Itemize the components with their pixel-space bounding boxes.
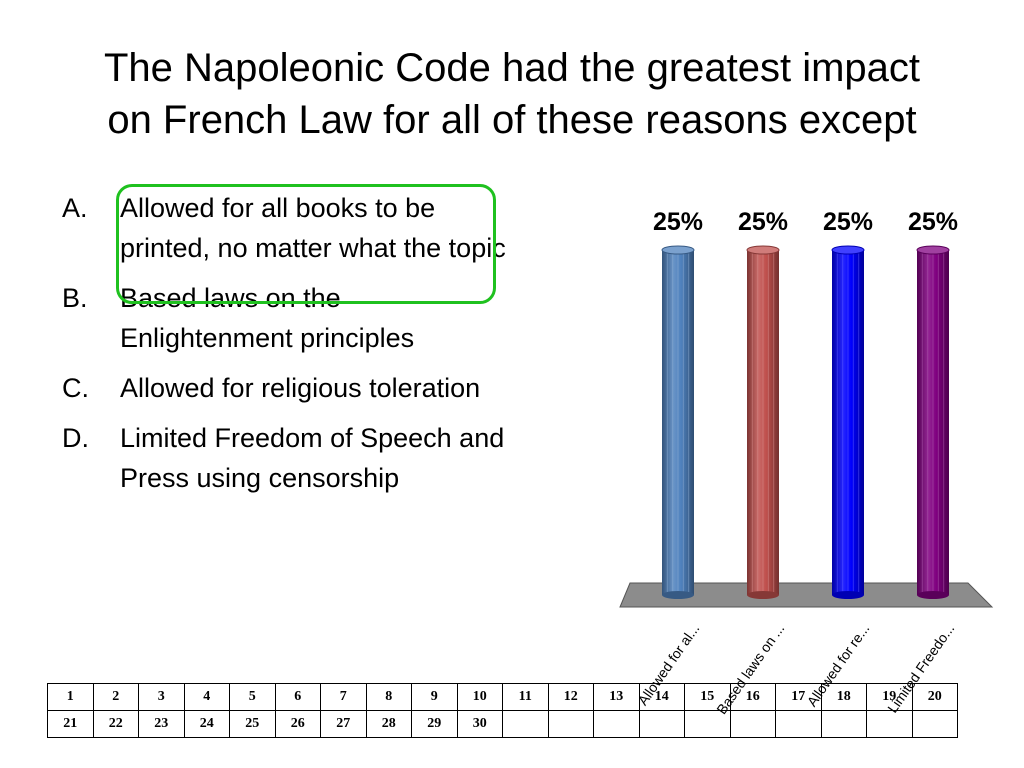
- grid-cell: 9: [411, 683, 458, 711]
- grid-cell: 4: [183, 683, 230, 711]
- grid-cell: 10: [456, 683, 503, 711]
- bar-top: [831, 245, 865, 255]
- grid-cell: 26: [274, 710, 321, 738]
- grid-cell: [684, 710, 731, 738]
- grid-cell: 21: [47, 710, 94, 738]
- grid-cell: 18: [820, 683, 867, 711]
- answer-a[interactable]: A. Allowed for all books to be printed, …: [62, 188, 512, 268]
- grid-cell: [911, 710, 958, 738]
- grid-cell: 11: [502, 683, 549, 711]
- grid-row-1: 1 2 3 4 5 6 7 8 9 10 11 12 13 14 15 16 17 18 19 20: [47, 683, 958, 711]
- grid-cell: 20: [911, 683, 958, 711]
- grid-cell: 3: [138, 683, 185, 711]
- answer-d[interactable]: D. Limited Freedom of Speech and Press u…: [62, 418, 512, 498]
- title-line-1: The Napoleonic Code had the greatest imp…: [103, 46, 921, 90]
- bar-value-label: 25%: [738, 208, 788, 236]
- grid-cell: 28: [365, 710, 412, 738]
- answer-letter: B.: [62, 283, 88, 313]
- grid-cell: 23: [138, 710, 185, 738]
- grid-cell: [729, 710, 776, 738]
- answer-text: Allowed for religious toleration: [120, 373, 481, 403]
- grid-cell: 27: [320, 710, 367, 738]
- grid-row-2: 21 22 23 24 25 26 27 28 29 30: [47, 710, 958, 738]
- grid-cell: 7: [320, 683, 367, 711]
- response-bar-chart: 25% 25% 25% 25% Allowed for al... Based laws…: [619, 208, 994, 717]
- bar-value-label: 25%: [908, 208, 958, 236]
- bar-top: [661, 245, 695, 255]
- grid-cell: [775, 710, 822, 738]
- answer-text: Limited Freedom of Speech and Press usin…: [120, 423, 505, 493]
- grid-cell: 13: [593, 683, 640, 711]
- correct-answer-highlight: [116, 184, 496, 304]
- bar-group: [661, 245, 950, 599]
- grid-cell: 17: [775, 683, 822, 711]
- bar-base: [662, 591, 694, 599]
- answer-text: Allowed for all books to be printed, no …: [120, 193, 506, 263]
- grid-cell: 24: [183, 710, 230, 738]
- grid-cell: 30: [456, 710, 503, 738]
- grid-cell: [547, 710, 594, 738]
- bar-top: [916, 245, 950, 255]
- response-grid: 1 2 3 4 5 6 7 8 9 10 11 12 13 14 15 16 17 18 19 20 21 22 23 24…: [47, 683, 958, 738]
- answer-c[interactable]: C. Allowed for religious toleration: [62, 368, 512, 408]
- bar-base: [832, 591, 864, 599]
- grid-cell: 12: [547, 683, 594, 711]
- title-line-2: on French Law for all of these reasons e…: [107, 98, 917, 142]
- grid-cell: 16: [729, 683, 776, 711]
- bar-value-label: 25%: [653, 208, 703, 236]
- grid-cell: 14: [638, 683, 685, 711]
- grid-cell: [820, 710, 867, 738]
- grid-cell: 2: [92, 683, 139, 711]
- grid-cell: 15: [684, 683, 731, 711]
- grid-cell: 1: [47, 683, 94, 711]
- grid-cell: [866, 710, 913, 738]
- answer-letter: D.: [62, 423, 89, 453]
- grid-cell: [593, 710, 640, 738]
- grid-cell: 5: [229, 683, 276, 711]
- answer-b[interactable]: B. Based laws on the Enlightenment princ…: [62, 278, 512, 358]
- grid-cell: [638, 710, 685, 738]
- grid-cell: 29: [411, 710, 458, 738]
- bar-value-label: 25%: [823, 208, 873, 236]
- answer-list: A. Allowed for all books to be printed, …: [62, 188, 512, 508]
- grid-cell: 25: [229, 710, 276, 738]
- grid-cell: [502, 710, 549, 738]
- bar-top: [746, 245, 780, 255]
- grid-cell: 19: [866, 683, 913, 711]
- grid-cell: 8: [365, 683, 412, 711]
- slide-title: The Napoleonic Code had the greatest imp…: [0, 42, 1024, 146]
- bar-base: [917, 591, 949, 599]
- answer-text: Based laws on the Enlightenment principl…: [120, 283, 415, 353]
- grid-cell: 6: [274, 683, 321, 711]
- value-label-group: 25% 25% 25% 25%: [653, 208, 958, 236]
- grid-cell: 22: [92, 710, 139, 738]
- bar-base: [747, 591, 779, 599]
- answer-letter: A.: [62, 193, 88, 223]
- answer-letter: C.: [62, 373, 89, 403]
